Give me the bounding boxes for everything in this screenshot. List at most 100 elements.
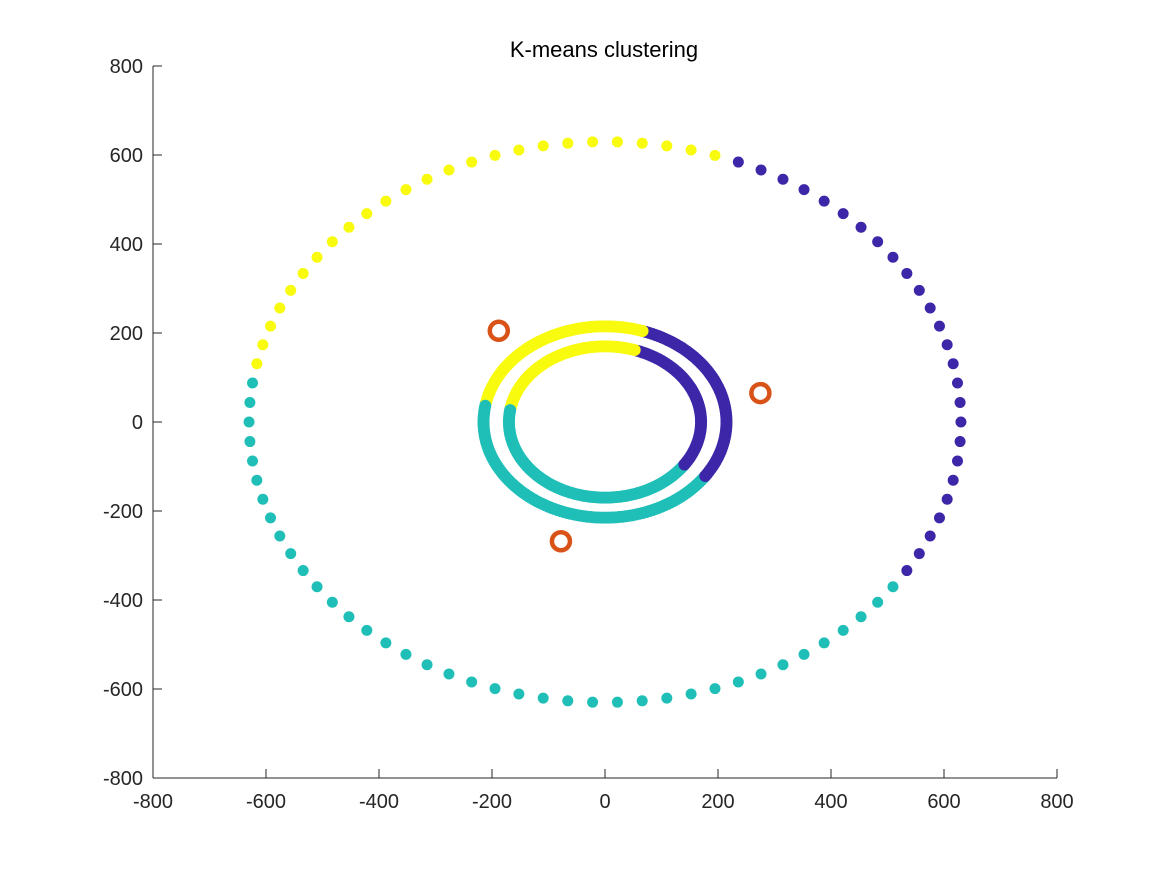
centroid-marker — [487, 319, 511, 343]
data-point-cluster-3 — [265, 320, 277, 332]
y-tick-label: -200 — [103, 501, 143, 523]
data-point-cluster-2 — [837, 624, 849, 636]
data-point-cluster-2 — [855, 611, 867, 623]
data-point-cluster-1 — [955, 416, 967, 428]
data-point-cluster-3 — [489, 149, 501, 161]
data-point-cluster-2 — [777, 659, 789, 671]
y-tick-label: 600 — [110, 145, 143, 167]
y-tick-label: 0 — [132, 412, 143, 434]
data-point-cluster-1 — [954, 396, 966, 408]
centroid-marker — [549, 530, 573, 553]
data-point-cluster-2 — [421, 659, 433, 671]
data-point-cluster-2 — [755, 668, 767, 680]
data-point-cluster-3 — [421, 173, 433, 185]
data-point-cluster-3 — [636, 137, 648, 149]
data-point-cluster-1 — [872, 236, 884, 248]
x-tick-label: 200 — [701, 791, 734, 813]
data-point-cluster-1 — [933, 512, 945, 524]
data-point-cluster-2 — [361, 624, 373, 636]
data-point-cluster-1 — [777, 173, 789, 185]
centroid-marker — [749, 381, 772, 405]
data-point-cluster-3 — [537, 140, 549, 152]
data-point-cluster-2 — [489, 683, 501, 695]
data-point-cluster-2 — [513, 688, 525, 700]
data-point-cluster-2 — [477, 413, 490, 426]
data-point-cluster-1 — [855, 221, 867, 233]
data-point-cluster-1 — [954, 436, 966, 448]
data-point-cluster-2 — [326, 596, 338, 608]
data-point-cluster-1 — [947, 474, 959, 486]
data-point-cluster-2 — [297, 565, 309, 577]
data-point-cluster-3 — [443, 164, 455, 176]
data-point-cluster-1 — [901, 565, 913, 577]
data-point-cluster-2 — [562, 695, 574, 707]
data-point-cluster-3 — [661, 140, 673, 152]
data-point-cluster-1 — [913, 284, 925, 296]
data-point-cluster-2 — [400, 648, 412, 660]
data-point-cluster-2 — [243, 416, 255, 428]
data-point-cluster-1 — [924, 302, 936, 314]
data-point-cluster-1 — [941, 493, 953, 505]
data-point-cluster-3 — [400, 184, 412, 196]
data-point-cluster-3 — [361, 208, 373, 220]
data-point-cluster-3 — [380, 195, 392, 207]
data-point-cluster-2 — [247, 455, 259, 467]
data-point-cluster-3 — [343, 221, 355, 233]
data-point-cluster-2 — [537, 692, 549, 704]
data-point-cluster-1 — [887, 251, 899, 263]
data-points — [243, 136, 967, 708]
data-point-cluster-3 — [326, 236, 338, 248]
data-point-cluster-1 — [933, 320, 945, 332]
data-point-cluster-2 — [661, 692, 673, 704]
centroid-markers — [487, 319, 772, 553]
data-point-cluster-2 — [587, 696, 599, 708]
data-point-cluster-2 — [443, 668, 455, 680]
axes: -800 -600 -400 -200 0 200 400 600 800 -800 -600 -40… — [103, 56, 1074, 813]
y-tick-label: -400 — [103, 590, 143, 612]
data-point-cluster-3 — [466, 156, 478, 168]
x-tick-label: -800 — [133, 791, 173, 813]
data-point-cluster-3 — [513, 144, 525, 156]
data-point-cluster-1 — [941, 339, 953, 351]
data-point-cluster-2 — [611, 696, 623, 708]
data-point-cluster-1 — [901, 267, 913, 279]
data-point-cluster-3 — [709, 149, 721, 161]
data-point-cluster-2 — [251, 474, 263, 486]
data-point-cluster-1 — [755, 164, 767, 176]
data-point-cluster-1 — [913, 548, 925, 560]
data-point-cluster-2 — [265, 512, 277, 524]
data-point-cluster-3 — [297, 267, 309, 279]
data-point-cluster-2 — [732, 676, 744, 688]
data-point-cluster-3 — [562, 137, 574, 149]
data-point-cluster-1 — [924, 530, 936, 542]
x-tick-label: -200 — [472, 791, 512, 813]
x-tick-label: 800 — [1040, 791, 1073, 813]
data-point-cluster-2 — [244, 436, 256, 448]
x-tick-label: 0 — [599, 791, 610, 813]
y-tick-label: 400 — [110, 234, 143, 256]
y-tick-label: -600 — [103, 679, 143, 701]
x-tick-label: 400 — [814, 791, 847, 813]
x-tick-label: -400 — [359, 791, 399, 813]
data-point-cluster-2 — [247, 377, 259, 389]
y-tick-label: 800 — [110, 56, 143, 78]
y-tick-label: -800 — [103, 768, 143, 790]
chart-title: K-means clustering — [510, 37, 698, 62]
data-point-cluster-3 — [251, 358, 263, 370]
data-point-cluster-3 — [257, 339, 269, 351]
data-point-cluster-2 — [798, 648, 810, 660]
data-point-cluster-3 — [685, 144, 697, 156]
data-point-cluster-2 — [343, 611, 355, 623]
data-point-cluster-1 — [947, 358, 959, 370]
data-point-cluster-2 — [887, 581, 899, 593]
data-point-cluster-3 — [611, 136, 623, 148]
data-point-cluster-1 — [951, 455, 963, 467]
x-tick-label: -600 — [246, 791, 286, 813]
data-point-cluster-3 — [274, 302, 286, 314]
y-tick-label: 200 — [110, 323, 143, 345]
data-point-cluster-2 — [636, 695, 648, 707]
data-point-cluster-2 — [818, 637, 830, 649]
data-point-cluster-1 — [732, 156, 744, 168]
